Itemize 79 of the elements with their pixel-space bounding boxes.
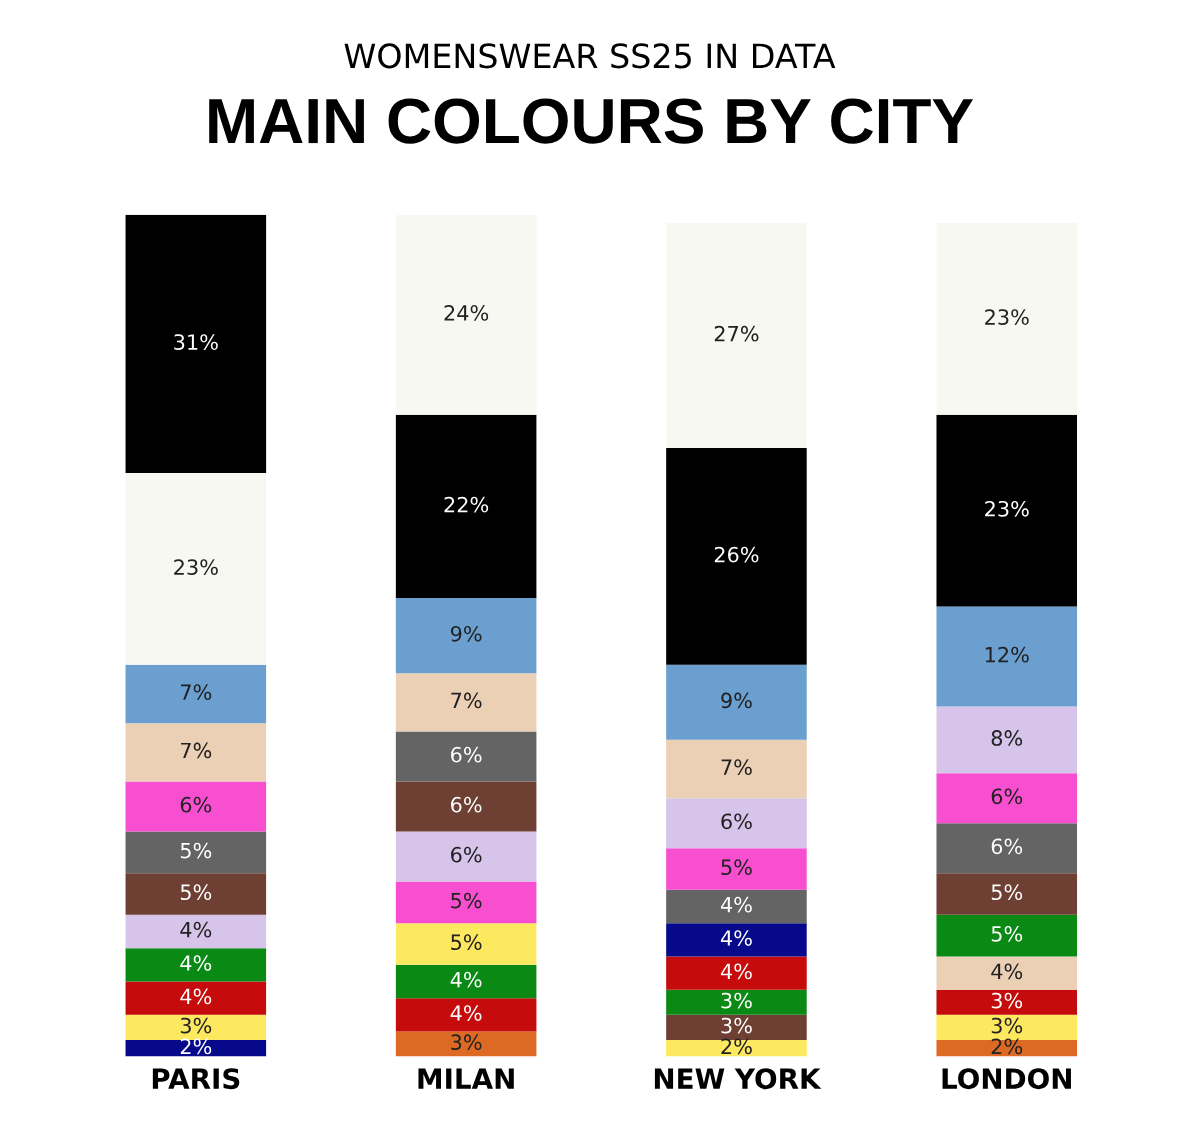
x-tick-label: LONDON	[942, 1068, 1071, 1090]
bar	[666, 923, 807, 957]
data-label: 4%	[180, 988, 212, 1005]
data-label: 3%	[721, 1017, 752, 1034]
data-label: 3%	[180, 1017, 212, 1034]
data-label: 6%	[451, 846, 482, 863]
data-label: 5%	[451, 892, 482, 909]
data-label: 9%	[721, 692, 752, 709]
data-label: 23%	[985, 309, 1029, 325]
data-label: 3%	[991, 1017, 1023, 1034]
bar	[395, 598, 537, 674]
bar	[936, 1014, 1078, 1040]
bar	[666, 664, 807, 740]
data-label: 6%	[991, 838, 1023, 855]
data-label: 9%	[450, 625, 482, 642]
data-label: 6%	[180, 796, 212, 813]
x-tick-label: PARIS	[152, 1068, 240, 1090]
data-label: 23%	[985, 500, 1029, 517]
data-label: 4%	[180, 955, 212, 971]
data-label: 31%	[174, 334, 218, 350]
bar	[395, 1031, 537, 1057]
data-label: 4%	[720, 896, 752, 913]
bar	[666, 739, 807, 799]
data-label: 7%	[721, 759, 752, 776]
chart-title: MAIN COLOURS BY CITY	[209, 98, 974, 144]
bar	[936, 223, 1078, 415]
data-label: 2%	[721, 1038, 752, 1055]
data-label: 4%	[991, 963, 1023, 980]
data-label: 6%	[451, 796, 482, 813]
bar	[936, 873, 1078, 915]
data-label: 4%	[180, 921, 212, 938]
bar	[395, 214, 537, 415]
bar	[125, 914, 267, 949]
data-label: 26%	[714, 546, 759, 563]
data-label: 24%	[444, 305, 489, 321]
x-tick-label: MILAN	[418, 1068, 514, 1089]
bar	[936, 773, 1078, 824]
data-label: 5%	[180, 884, 212, 901]
data-label: 5%	[991, 925, 1023, 942]
bar	[395, 414, 537, 599]
data-label: 4%	[720, 930, 752, 946]
bar	[125, 723, 267, 782]
data-label: 7%	[181, 684, 212, 701]
data-label: 23%	[174, 559, 218, 575]
data-label: 4%	[450, 1005, 482, 1021]
data-label: 5%	[721, 859, 752, 876]
bar	[666, 223, 807, 449]
data-label: 3%	[451, 1034, 482, 1051]
data-label: 5%	[451, 934, 482, 951]
bar	[125, 873, 267, 915]
bar	[125, 781, 267, 832]
bar	[936, 606, 1078, 707]
data-label: 6%	[991, 788, 1023, 805]
data-label: 8%	[991, 730, 1023, 746]
bar	[395, 673, 537, 732]
data-label: 3%	[991, 992, 1023, 1009]
chart-subtitle: WOMENSWEAR SS25 IN DATA	[344, 43, 836, 69]
data-label: 4%	[450, 971, 482, 988]
data-label: 7%	[181, 742, 212, 759]
data-label: 7%	[451, 692, 482, 709]
data-label: 27%	[714, 325, 759, 342]
data-label: 6%	[721, 813, 752, 830]
data-label: 5%	[991, 884, 1023, 901]
bar	[125, 664, 267, 724]
data-label: 2%	[991, 1038, 1023, 1055]
data-label: 3%	[721, 992, 752, 1009]
data-label: 4%	[720, 963, 752, 980]
bar	[125, 1014, 267, 1040]
bar	[666, 448, 807, 665]
data-label: 22%	[444, 496, 489, 513]
data-label: 5%	[180, 842, 212, 859]
bar	[936, 414, 1078, 607]
bar	[936, 1039, 1078, 1057]
data-label: 2%	[180, 1038, 212, 1055]
bar	[936, 823, 1078, 874]
data-label: 12%	[985, 646, 1029, 663]
x-tick-label: NEW YORK	[654, 1068, 822, 1090]
bar	[125, 831, 267, 874]
data-label: 6%	[451, 746, 482, 763]
